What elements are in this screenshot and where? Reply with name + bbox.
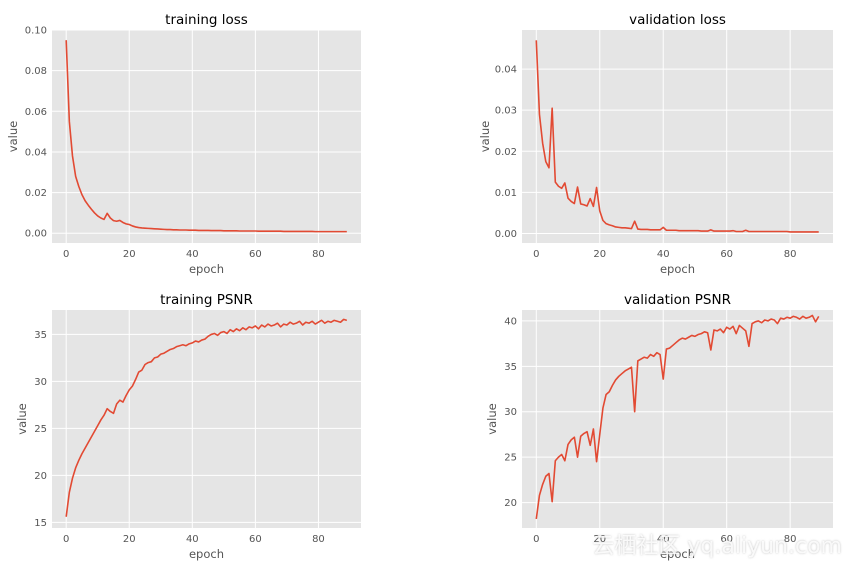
x-tick-label: 20	[123, 249, 136, 260]
y-tick-label: 0.04	[495, 65, 517, 76]
y-tick-label: 15	[34, 518, 47, 529]
y-tick-label: 30	[34, 377, 47, 388]
x-tick-label: 20	[593, 249, 606, 260]
y-tick-label: 0.06	[25, 107, 47, 118]
series-line	[535, 40, 819, 233]
y-axis-label: value	[15, 403, 29, 434]
y-tick-label: 0.00	[25, 229, 47, 240]
x-tick-label: 80	[312, 534, 325, 545]
chart-panel-3: 0 20 40 60 80 15 20 25 30 35 training PSNR epoch val…	[15, 292, 361, 561]
x-axis-label: epoch	[660, 262, 695, 276]
x-axis-label: epoch	[660, 547, 695, 561]
plot-area	[52, 30, 361, 243]
x-axis-label: epoch	[189, 547, 224, 561]
x-tick-label: 40	[186, 249, 199, 260]
x-tick-label: 60	[249, 534, 262, 545]
x-tick-label: 0	[63, 249, 69, 260]
x-tick-label: 40	[186, 534, 199, 545]
watermark: 云栖社区 yq.aliyun.com	[592, 534, 842, 559]
plot-area	[522, 30, 833, 243]
chart-panel-2: 0 20 40 60 80 0.00 0.01 0.02 0.03 0.04 validation …	[478, 12, 833, 276]
chart-title: training PSNR	[160, 292, 253, 308]
y-tick-label: 0.01	[495, 188, 517, 199]
y-tick-label: 0.10	[25, 26, 47, 37]
x-tick-label: 0	[63, 534, 69, 545]
chart-panel-1: 0 20 40 60 80 0.00 0.02 0.04 0.06 0.08 0.10 trainin…	[6, 12, 361, 276]
chart-title: training loss	[165, 12, 248, 28]
y-tick-label: 35	[504, 362, 517, 373]
y-tick-label: 25	[504, 453, 517, 464]
y-tick-label: 0.08	[25, 66, 47, 77]
y-axis-label: value	[485, 403, 499, 434]
x-tick-label: 80	[312, 249, 325, 260]
y-tick-label: 25	[34, 424, 47, 435]
x-tick-label: 0	[533, 249, 539, 260]
y-tick-label: 0.03	[495, 106, 517, 117]
x-tick-label: 20	[123, 534, 136, 545]
y-axis-label: value	[6, 121, 20, 152]
chart-title: validation PSNR	[624, 292, 731, 308]
x-axis-label: epoch	[189, 262, 224, 276]
plot-area	[52, 310, 361, 528]
series-line	[535, 314, 820, 520]
y-tick-label: 30	[504, 407, 517, 418]
y-tick-label: 0.02	[25, 188, 47, 199]
series-line	[65, 40, 347, 233]
x-tick-label: 80	[784, 534, 797, 545]
x-tick-label: 60	[720, 249, 733, 260]
y-tick-label: 0.00	[495, 229, 517, 240]
y-tick-label: 35	[34, 330, 47, 341]
x-tick-label: 80	[784, 249, 797, 260]
y-axis-label: value	[478, 121, 492, 152]
series-line	[65, 318, 348, 517]
x-tick-label: 60	[720, 534, 733, 545]
x-tick-label: 60	[249, 249, 262, 260]
chart-title: validation loss	[629, 12, 726, 28]
chart-panel-4: 0 20 40 60 80 20 25 30 35 40 validation PSNR epoch v…	[485, 292, 833, 561]
y-tick-label: 20	[504, 498, 517, 509]
y-tick-label: 20	[34, 471, 47, 482]
x-tick-label: 0	[533, 534, 539, 545]
x-tick-label: 20	[593, 534, 606, 545]
y-tick-label: 40	[504, 316, 517, 327]
plot-area	[522, 310, 833, 528]
y-tick-label: 0.04	[25, 147, 47, 158]
y-tick-label: 0.02	[495, 147, 517, 158]
x-tick-label: 40	[657, 249, 670, 260]
x-tick-label: 40	[657, 534, 670, 545]
